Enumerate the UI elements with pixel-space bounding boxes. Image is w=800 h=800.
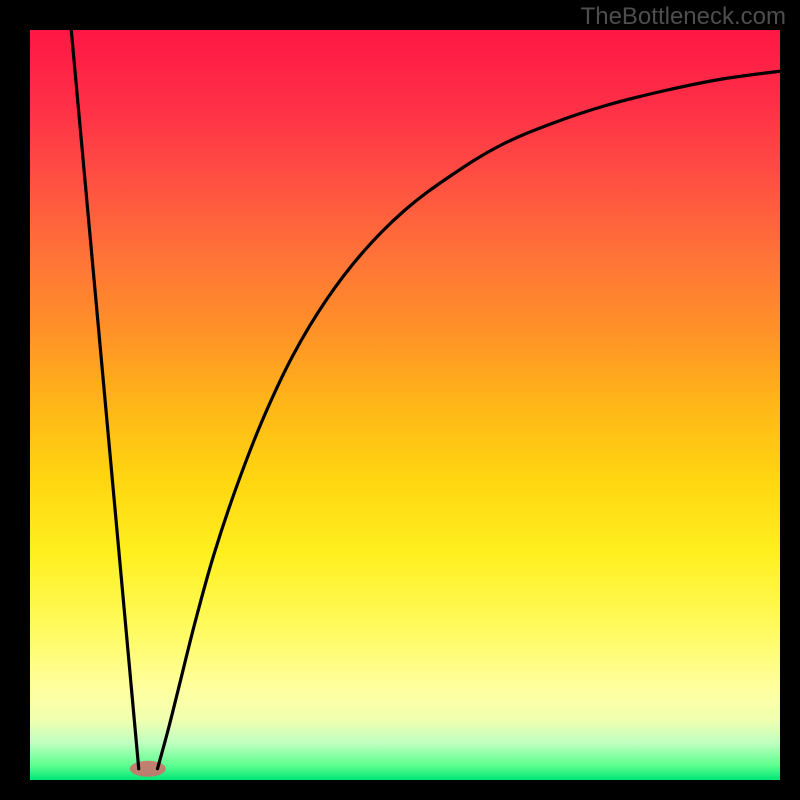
- curve-right-branch: [158, 71, 781, 769]
- plot-area: [30, 30, 780, 780]
- bottleneck-curve: [30, 30, 780, 780]
- watermark-text: TheBottleneck.com: [581, 3, 786, 31]
- curve-left-branch: [71, 30, 139, 769]
- chart-container: TheBottleneck.com: [0, 0, 800, 800]
